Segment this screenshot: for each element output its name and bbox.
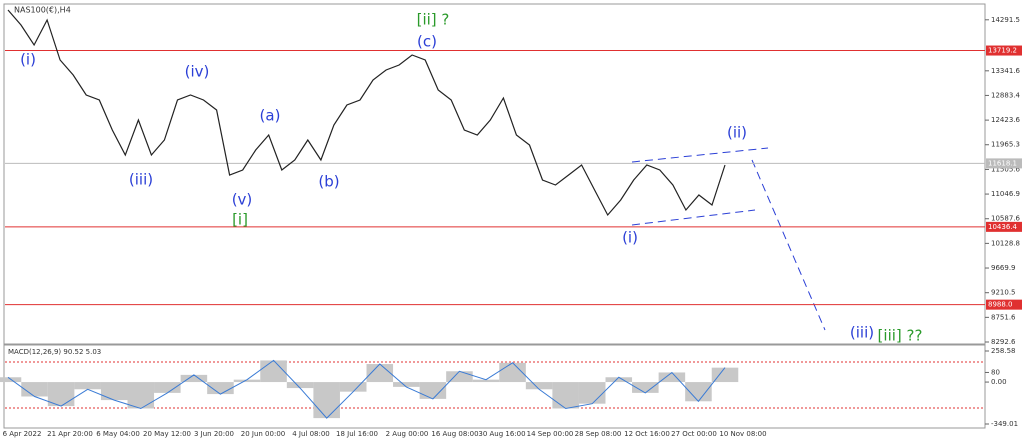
price-line (7, 9, 726, 217)
wave-label: (iii) (850, 324, 874, 342)
wave-label: (c) (417, 33, 437, 51)
macd-bar (100, 382, 128, 401)
macd-bar (180, 374, 208, 383)
y-tick-label: 12883.4 (991, 91, 1020, 99)
level-tag (986, 221, 1022, 232)
macd-bar (260, 360, 287, 383)
y-tick-label: 11505.6 (991, 165, 1020, 173)
time-label: 16 Aug 08:00 (431, 430, 478, 438)
macd-bar (47, 382, 75, 407)
level-label: 10436.4 (988, 223, 1017, 231)
macd-bar (525, 382, 553, 390)
projection-line (751, 159, 826, 331)
y-tick-label: 14291.5 (991, 16, 1020, 24)
y-tick-label: 10128.8 (991, 239, 1020, 247)
macd-tick-label: 258.58 (991, 347, 1016, 355)
time-label: 6 Apr 2022 (3, 430, 42, 438)
macd-bar (499, 362, 526, 383)
macd-tick-label: -349.01 (991, 420, 1018, 428)
y-tick-label: 10587.6 (991, 215, 1020, 223)
macd-bar (154, 382, 181, 393)
y-tick-label: 8292.6 (991, 338, 1016, 346)
time-label: 2 Aug 00:00 (386, 430, 429, 438)
macd-tick-label: 80 (991, 368, 1000, 376)
channel-line (631, 147, 769, 163)
time-label: 20 May 12:00 (143, 430, 191, 438)
time-label: 28 Sep 08:00 (575, 430, 622, 438)
macd-bar (339, 382, 367, 392)
macd-bar (685, 382, 712, 402)
time-label: 27 Oct 00:00 (671, 430, 717, 438)
wave-label: [iii] ?? (878, 327, 923, 345)
macd-bar (366, 364, 394, 383)
level-tag (986, 158, 1022, 169)
y-tick-label: 9669.9 (991, 264, 1016, 272)
macd-bar (472, 379, 500, 383)
wave-label: (i) (20, 51, 36, 69)
macd-bar (552, 382, 579, 409)
channel-line (631, 209, 756, 226)
wave-label: (i) (622, 229, 638, 247)
wave-label: (b) (318, 173, 339, 191)
wave-label: (iv) (185, 63, 210, 81)
y-tick-label: 12423.6 (991, 116, 1020, 124)
macd-bar (446, 371, 473, 383)
y-tick-label: 11965.3 (991, 141, 1020, 149)
macd-bar (605, 377, 633, 383)
wave-label: (v) (232, 191, 253, 209)
wave-label: (a) (260, 107, 281, 125)
wave-label: [i] (232, 211, 248, 229)
time-label: 18 Jul 16:00 (336, 430, 378, 438)
macd-title: MACD(12,26,9) 90.52 5.03 (8, 348, 101, 356)
time-label: 4 Jul 08:00 (292, 430, 330, 438)
symbol-title: NAS100(€),H4 (14, 6, 71, 15)
time-label: 12 Oct 16:00 (624, 430, 670, 438)
macd-bar (658, 372, 686, 383)
time-label: 6 May 04:00 (96, 430, 140, 438)
wave-label: (iii) (129, 171, 153, 189)
macd-bar (74, 382, 101, 390)
macd-line (7, 359, 726, 419)
wave-label: [ii] ? (417, 11, 450, 29)
level-label: 11618.1 (988, 159, 1017, 167)
macd-bar (393, 382, 420, 387)
wave-label: (ii) (727, 124, 747, 142)
macd-pane (3, 344, 986, 429)
macd-bar (711, 367, 739, 383)
time-label: 3 Jun 20:00 (194, 430, 234, 438)
macd-bar (207, 382, 234, 395)
time-label: 21 Apr 20:00 (47, 430, 93, 438)
price-pane (3, 3, 986, 345)
macd-tick-label: 0.00 (991, 378, 1007, 386)
macd-bar (578, 382, 606, 404)
time-label: 30 Aug 16:00 (478, 430, 525, 438)
level-label: 8988.0 (988, 301, 1013, 309)
time-label: 14 Sep 00:00 (527, 430, 574, 438)
level-tag (986, 299, 1022, 310)
macd-bar (419, 382, 447, 399)
macd-bar (632, 382, 659, 393)
y-tick-label: 9210.5 (991, 289, 1016, 297)
macd-bar (313, 382, 340, 419)
macd-bar (233, 379, 261, 383)
macd-bar (21, 382, 48, 397)
level-label: 13719.2 (988, 47, 1017, 55)
time-label: 10 Nov 08:00 (719, 430, 766, 438)
y-tick-label: 11046.9 (991, 190, 1020, 198)
level-tag (986, 45, 1022, 56)
time-label: 20 Jun 00:00 (241, 430, 285, 438)
macd-bar (286, 382, 314, 389)
y-tick-label: 13341.6 (991, 67, 1020, 75)
macd-bar (127, 382, 155, 409)
y-tick-label: 8751.6 (991, 313, 1016, 321)
